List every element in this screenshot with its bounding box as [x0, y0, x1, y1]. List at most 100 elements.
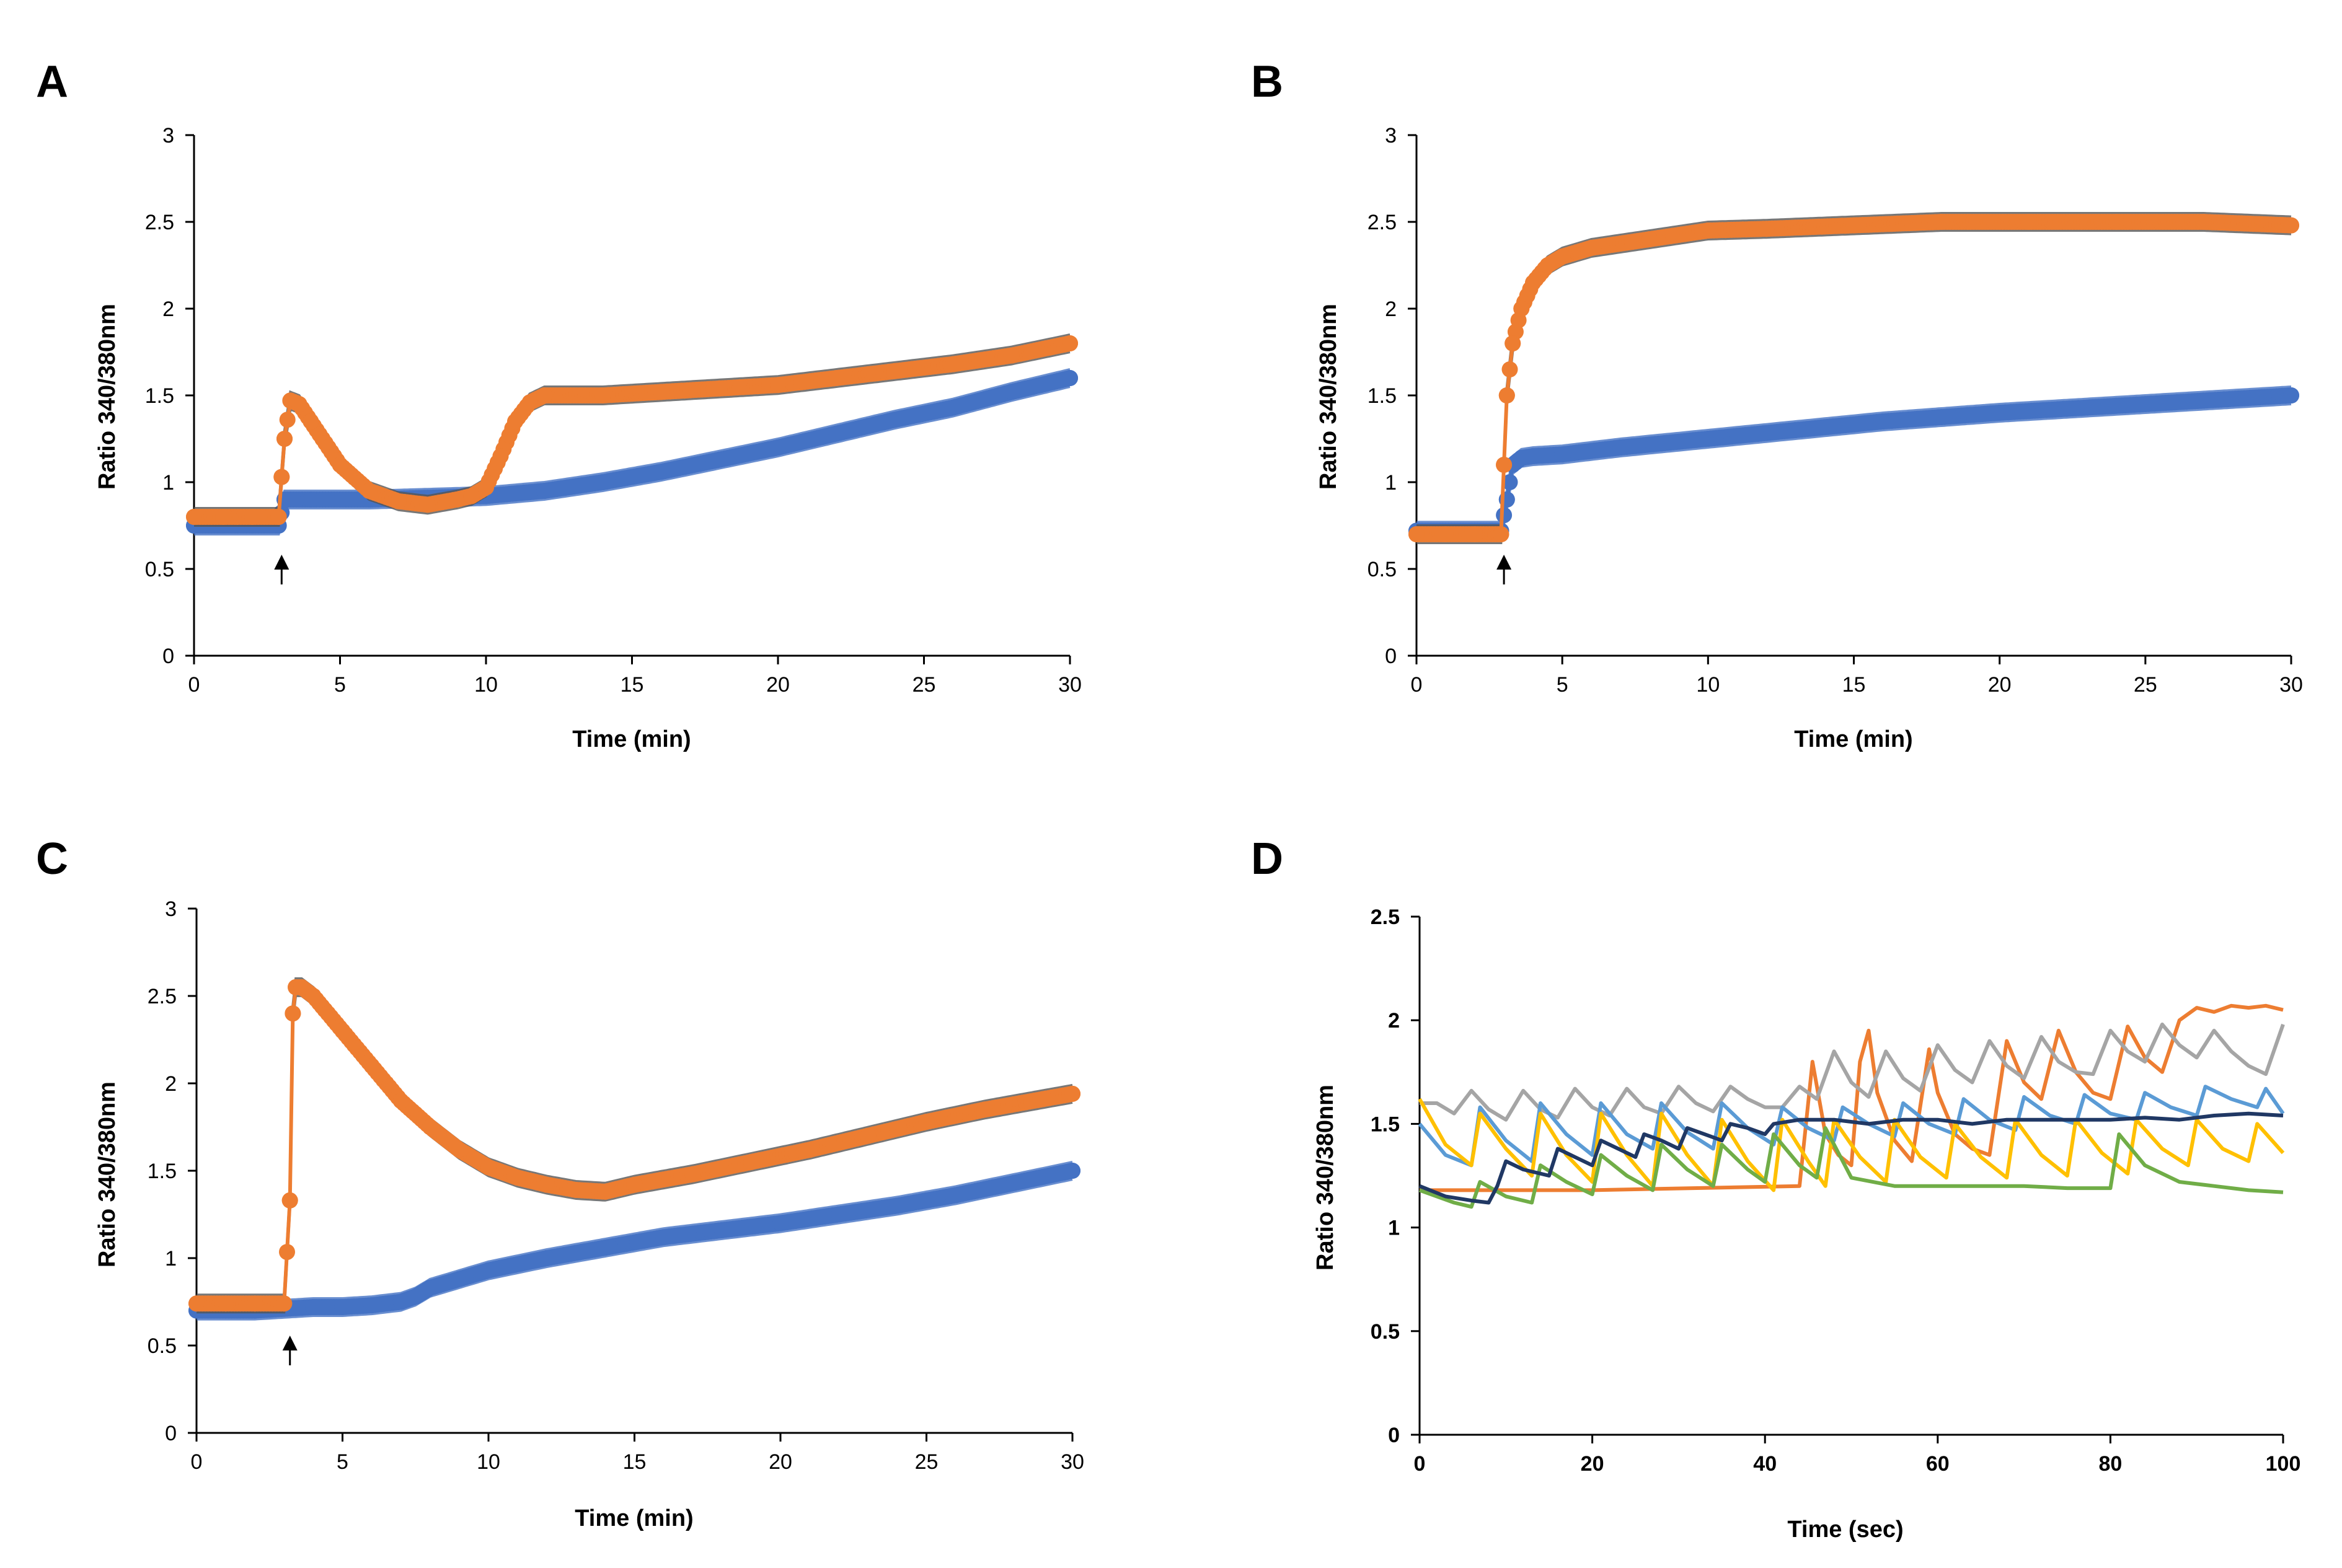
data-point	[305, 1299, 322, 1315]
data-point	[1554, 446, 1571, 463]
data-point	[711, 451, 728, 468]
data-point	[363, 1057, 380, 1074]
x-tick-label: 30	[1061, 1450, 1084, 1474]
series-orange	[1420, 1003, 2284, 1192]
data-point	[1758, 221, 1775, 237]
y-tick-label: 1.5	[1371, 1112, 1400, 1136]
series-green	[1418, 1126, 2284, 1209]
panel-letter-d: D	[1251, 834, 1283, 884]
data-point	[860, 1127, 877, 1144]
y-tick-label: 0	[162, 645, 174, 668]
data-point	[334, 1299, 351, 1315]
data-point	[507, 413, 524, 429]
data-point	[270, 509, 287, 525]
plot-area-c: 00.511.522.530 5 10 15 20 25 30	[148, 897, 1084, 1474]
data-point	[828, 425, 845, 442]
error-bar-upper	[1416, 212, 2292, 527]
data-point	[521, 394, 538, 411]
data-point	[626, 1176, 643, 1193]
y-axis-title-b: Ratio 340/380nm	[1315, 304, 1341, 490]
data-point	[2020, 214, 2037, 230]
panel-letter-a: A	[36, 57, 68, 107]
y-axis-title-a: Ratio 340/380nm	[94, 304, 120, 490]
arrow-head	[274, 555, 289, 570]
panel-a: A 00.511.522.530 5 10 15 20 25 30 Time (min) R…	[36, 57, 1082, 752]
data-point	[1035, 1091, 1051, 1108]
data-point	[215, 509, 232, 525]
y-tick-label: 2.5	[1368, 211, 1397, 234]
data-point	[2195, 392, 2212, 409]
y-tick-label: 0.5	[1368, 558, 1397, 581]
x-tick-label: 5	[1557, 673, 1568, 697]
data-point	[1845, 217, 1862, 234]
data-point	[594, 474, 611, 490]
plot-area-b: 00.511.522.530 5 10 15 20 25 30	[1368, 124, 2303, 697]
y-axis-title-c: Ratio 340/380nm	[94, 1081, 120, 1267]
plot-area-a: 00.511.522.530 5 10 15 20 25 30	[145, 124, 1082, 697]
x-tick-label: 10	[1696, 673, 1720, 697]
data-point	[1875, 413, 1891, 429]
x-tick-label: 15	[1842, 673, 1866, 697]
x-tick-label: 5	[334, 673, 346, 697]
data-point	[2283, 217, 2299, 234]
data-point	[1062, 335, 1078, 351]
data-point	[1003, 347, 1020, 364]
data-point	[2283, 387, 2299, 403]
data-point	[1501, 361, 1518, 377]
data-point	[1700, 431, 1717, 447]
data-point	[279, 412, 296, 428]
y-tick-label: 0.5	[145, 558, 174, 581]
panel-b: B 00.511.522.530 5 10 15 20 25 30 Time (min) R…	[1251, 57, 2303, 752]
data-point	[276, 431, 293, 447]
data-point	[392, 1293, 409, 1310]
data-point	[1498, 387, 1515, 403]
data-point	[684, 1166, 701, 1183]
data-point	[1496, 507, 1513, 524]
x-axis-title-d: Time (sec)	[1787, 1517, 1903, 1543]
stimulus-arrow-icon	[274, 555, 289, 584]
data-point	[480, 1262, 497, 1279]
data-point	[1493, 526, 1509, 542]
data-point	[293, 979, 310, 995]
arrow-head	[1496, 555, 1512, 570]
data-point	[1642, 231, 1658, 247]
data-point	[568, 1182, 585, 1198]
data-point	[285, 1005, 301, 1022]
data-point	[448, 491, 465, 508]
y-tick-label: 2.5	[1371, 905, 1400, 929]
y-tick-label: 1.5	[145, 384, 174, 408]
data-point	[279, 1244, 295, 1261]
series-line-orange	[1420, 1003, 2284, 1192]
y-tick-label: 2.5	[145, 211, 174, 234]
data-point	[1438, 526, 1454, 542]
x-tick-label: 80	[2098, 1452, 2122, 1476]
series-orange	[1408, 212, 2299, 544]
data-point	[480, 1159, 497, 1176]
error-bar-lower	[197, 1178, 1073, 1321]
data-point	[1062, 370, 1078, 386]
data-point	[714, 1222, 730, 1238]
panel-letter-c: C	[36, 834, 68, 884]
y-tick-label: 1	[1385, 471, 1397, 495]
y-tick-label: 1.5	[1368, 384, 1397, 408]
series-yellow	[1418, 1098, 2285, 1192]
y-tick-label: 3	[1385, 124, 1397, 148]
y-tick-label: 3	[165, 897, 177, 921]
series-line-yellow	[1418, 1098, 2285, 1192]
data-point	[889, 1197, 906, 1214]
data-point	[510, 1169, 526, 1186]
error-bar-upper	[1416, 385, 2292, 524]
data-point	[772, 1215, 789, 1231]
data-point	[334, 1023, 351, 1039]
data-point	[1003, 384, 1020, 400]
data-point	[492, 448, 509, 464]
data-point	[363, 1297, 380, 1314]
data-point	[1525, 448, 1542, 464]
y-tick-label: 1	[162, 471, 174, 495]
series-orange	[188, 977, 1080, 1314]
data-point	[188, 1295, 205, 1312]
y-tick-label: 2	[165, 1072, 177, 1096]
data-point	[945, 356, 961, 372]
y-tick-label: 2	[1388, 1009, 1400, 1033]
series-dark-blue	[1418, 1111, 2284, 1205]
